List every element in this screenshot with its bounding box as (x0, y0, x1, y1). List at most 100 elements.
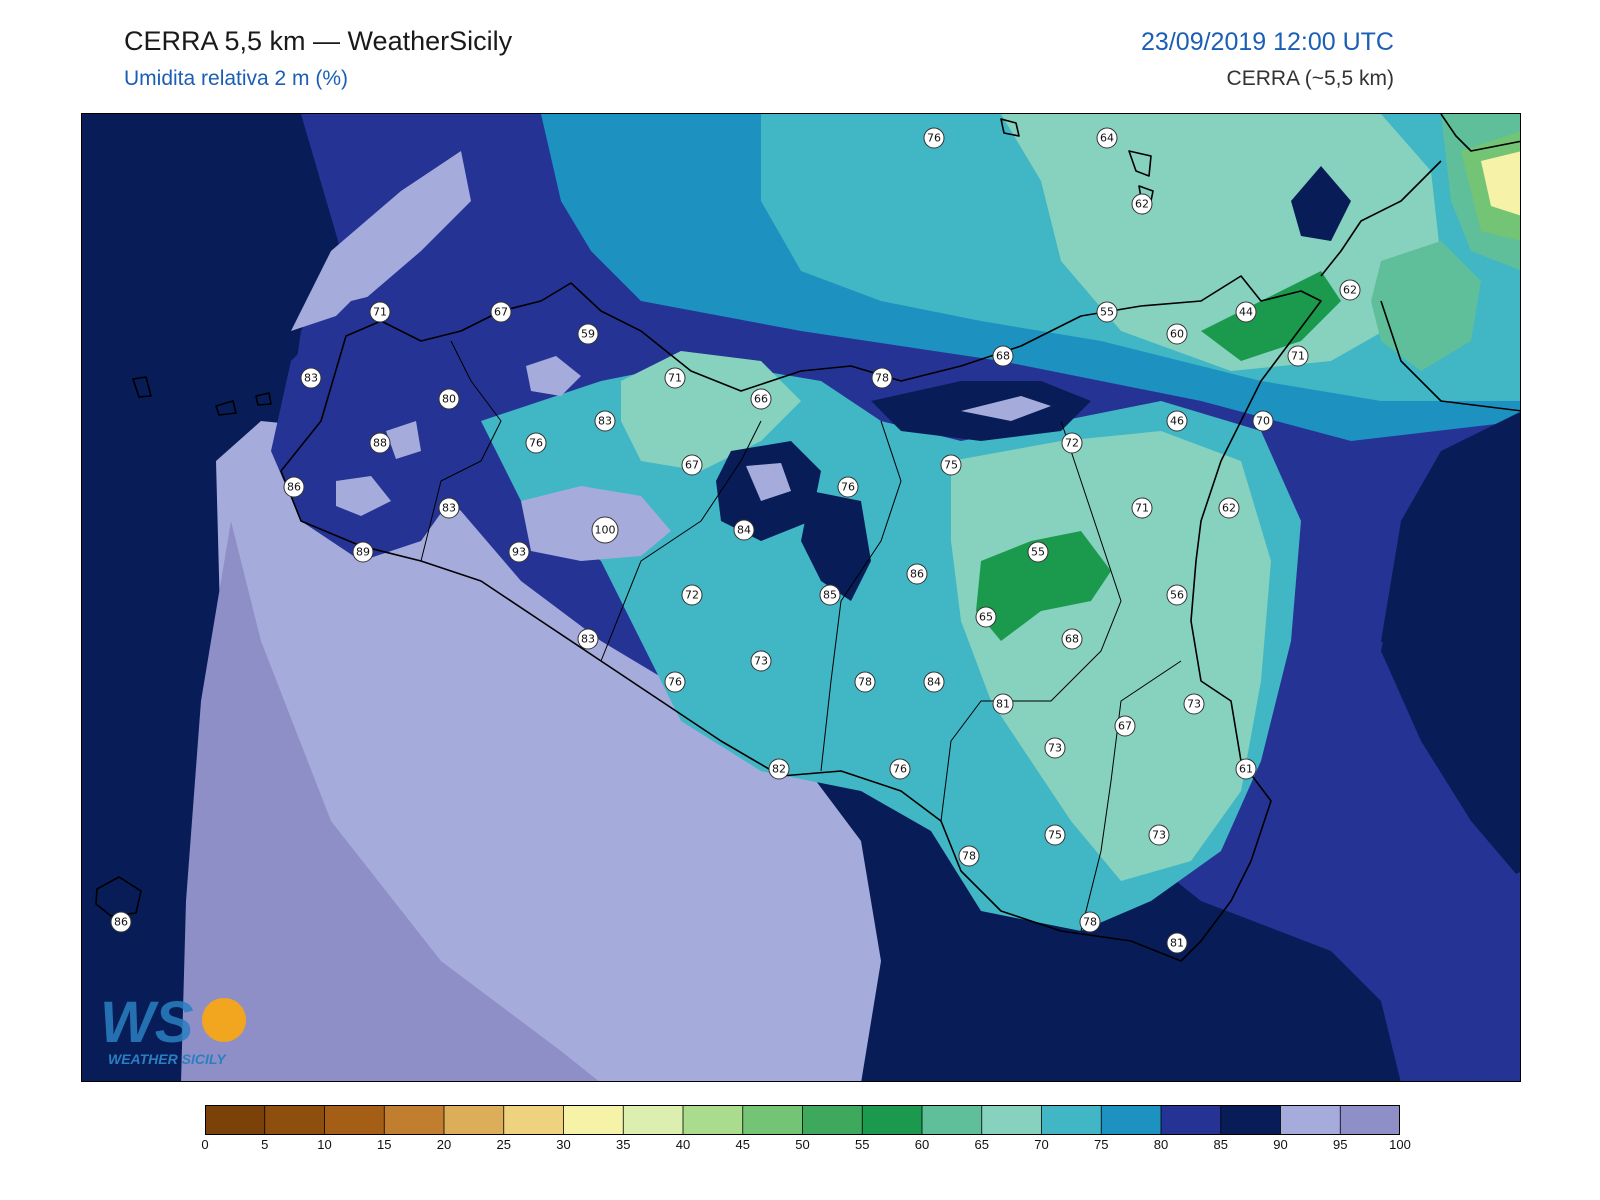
field-95-palermo-hills (526, 356, 581, 396)
svg-text:67: 67 (685, 459, 699, 472)
map-title: CERRA 5,5 km — WeatherSicily (124, 26, 513, 56)
ustica-island (132, 376, 152, 398)
station-value: 78 (871, 367, 893, 389)
colorbar-segment (1280, 1105, 1341, 1135)
colorbar-tick: 70 (1034, 1137, 1049, 1152)
station-value: 78 (1079, 911, 1101, 933)
station-value: 59 (577, 323, 599, 345)
internal-borders (420, 340, 1182, 932)
svg-text:82: 82 (772, 763, 786, 776)
station-value: 55 (1096, 301, 1118, 323)
colorbar-tick: 10 (317, 1137, 332, 1152)
colorbar-segment (1340, 1105, 1401, 1135)
station-value: 56 (1166, 584, 1188, 606)
field-90-sicani (801, 491, 871, 601)
colorbar-segment (742, 1105, 803, 1135)
svg-text:83: 83 (304, 372, 318, 385)
svg-text:75: 75 (1048, 829, 1062, 842)
station-value: 78 (958, 845, 980, 867)
svg-text:72: 72 (1065, 437, 1079, 450)
station-value: 83 (594, 410, 616, 432)
svg-text:88: 88 (373, 437, 387, 450)
station-value: 67 (1114, 715, 1136, 737)
svg-text:86: 86 (287, 481, 301, 494)
field-95-northwest (291, 151, 471, 331)
station-value: 85 (819, 584, 841, 606)
colorbar-segment (802, 1105, 863, 1135)
svg-text:76: 76 (841, 481, 855, 494)
svg-text:76: 76 (529, 437, 543, 450)
station-value: 71 (1131, 497, 1153, 519)
svg-text:44: 44 (1239, 306, 1253, 319)
svg-text:62: 62 (1222, 502, 1236, 515)
svg-text:66: 66 (754, 393, 768, 406)
station-value: 76 (664, 671, 686, 693)
svg-text:84: 84 (737, 524, 751, 537)
humidity-map[interactable]: 76 64 62 71 67 59 55 44 62 60 68 71 83 80 71 66 78 88 83 76… (81, 113, 1521, 1082)
station-value: 44 (1235, 301, 1257, 323)
field-35-calabria (1481, 151, 1520, 216)
svg-text:73: 73 (1152, 829, 1166, 842)
svg-text:68: 68 (1065, 633, 1079, 646)
station-value: 68 (1061, 628, 1083, 650)
svg-text:73: 73 (1187, 698, 1201, 711)
svg-text:76: 76 (927, 132, 941, 145)
station-value: 93 (508, 541, 530, 563)
station-value: 71 (664, 367, 686, 389)
svg-text:76: 76 (668, 676, 682, 689)
svg-text:64: 64 (1100, 132, 1114, 145)
svg-text:80: 80 (442, 393, 456, 406)
svg-text:78: 78 (1083, 916, 1097, 929)
field-85-southeast (1471, 871, 1520, 1081)
colorbar-segment (563, 1105, 624, 1135)
colorbar-tick-labels: 0 5 10 15 20 25 30 35 40 45 50 55 60 65 70 75 80 85 90 95 10… (201, 1137, 1410, 1157)
colorbar-segment (683, 1105, 744, 1135)
station-value: 89 (352, 541, 374, 563)
colorbar-tick: 55 (855, 1137, 870, 1152)
colorbar-tick: 20 (436, 1137, 452, 1152)
svg-text:73: 73 (754, 655, 768, 668)
colorbar-tick: 25 (496, 1137, 511, 1152)
field-65-calabria-south (1371, 241, 1481, 371)
station-value: 73 (1148, 824, 1170, 846)
station-value: 72 (1061, 432, 1083, 454)
station-value: 76 (923, 127, 945, 149)
colorbar-segment (862, 1105, 923, 1135)
svg-text:72: 72 (685, 589, 699, 602)
station-value: 81 (1166, 932, 1188, 954)
svg-text:78: 78 (858, 676, 872, 689)
station-value: 83 (577, 628, 599, 650)
station-value: 80 (438, 388, 460, 410)
svg-text:83: 83 (598, 415, 612, 428)
station-value: 55 (1027, 541, 1049, 563)
colorbar-tick: 40 (675, 1137, 691, 1152)
svg-text:55: 55 (1031, 546, 1045, 559)
svg-text:71: 71 (668, 372, 682, 385)
svg-text:86: 86 (910, 568, 924, 581)
station-value: 62 (1218, 497, 1240, 519)
svg-text:85: 85 (823, 589, 837, 602)
svg-text:78: 78 (962, 850, 976, 863)
calabria-coastline (1320, 114, 1520, 412)
station-value: 73 (750, 650, 772, 672)
egadi-islands (215, 392, 272, 416)
svg-text:71: 71 (373, 306, 387, 319)
svg-text:83: 83 (581, 633, 595, 646)
svg-text:62: 62 (1135, 198, 1149, 211)
pantelleria-island (95, 876, 142, 917)
colorbar (205, 1105, 1401, 1135)
svg-text:86: 86 (114, 916, 128, 929)
station-value: 73 (1044, 737, 1066, 759)
colorbar-tick: 15 (377, 1137, 392, 1152)
station-value: 66 (750, 388, 772, 410)
field-55-etna (976, 531, 1111, 641)
station-value: 100 (591, 516, 619, 544)
colorbar-tick: 75 (1094, 1137, 1109, 1152)
station-value: 76 (889, 758, 911, 780)
colorbar-segment (623, 1105, 684, 1135)
field-90-tyrrhenian (1291, 166, 1351, 241)
svg-text:65: 65 (979, 611, 993, 624)
sicily-coastline (280, 275, 1322, 962)
station-value: 60 (1166, 323, 1188, 345)
station-value: 65 (975, 606, 997, 628)
